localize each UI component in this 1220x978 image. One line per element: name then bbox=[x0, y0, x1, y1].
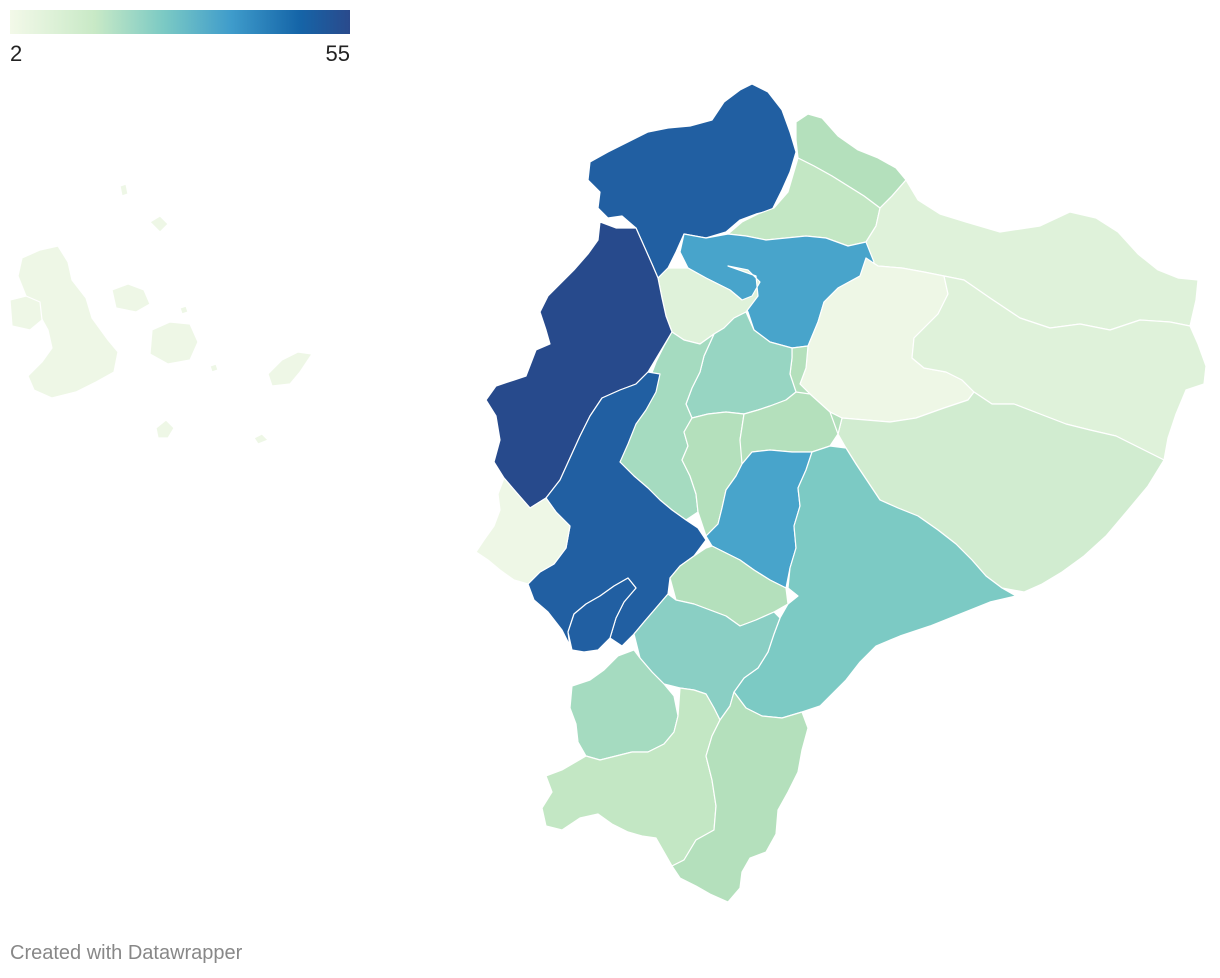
puna-island[interactable] bbox=[567, 577, 637, 653]
legend-min-label: 2 bbox=[10, 41, 23, 66]
legend-max-label: 55 bbox=[325, 41, 350, 66]
datawrapper-credit[interactable]: Created with Datawrapper bbox=[10, 942, 243, 964]
province-santa-elena[interactable] bbox=[475, 477, 571, 585]
color-legend: 2 55 bbox=[10, 10, 350, 66]
galapagos-islands[interactable] bbox=[9, 183, 313, 445]
province-zamora-chinchipe[interactable] bbox=[671, 691, 809, 903]
legend-gradient-bar bbox=[10, 10, 350, 34]
province-morona-santiago[interactable] bbox=[733, 445, 1017, 719]
